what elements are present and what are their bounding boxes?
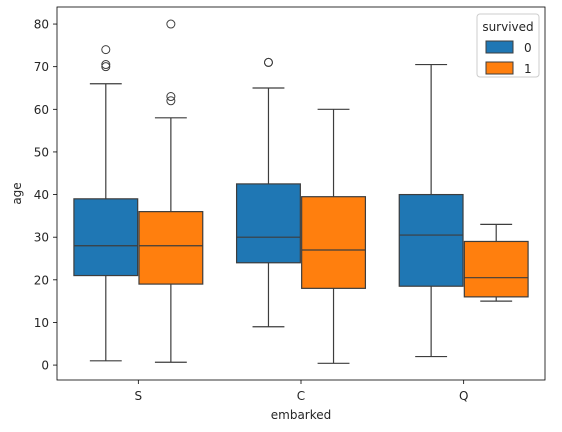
legend-label: 1	[524, 62, 532, 76]
iqr-box	[398, 193, 464, 287]
y-tick-label: 40	[34, 188, 49, 202]
x-tick-label: C	[297, 389, 305, 403]
box-S-series-0	[73, 45, 139, 362]
iqr-box	[301, 196, 367, 289]
legend-swatch	[485, 61, 514, 75]
outlier-point	[101, 60, 111, 70]
iqr-box	[463, 240, 529, 298]
y-tick-label: 30	[34, 231, 49, 245]
iqr-box	[73, 198, 139, 277]
legend-swatch	[485, 40, 514, 54]
x-tick-label: S	[135, 389, 143, 403]
y-axis-label: age	[10, 182, 24, 204]
iqr-box	[138, 211, 204, 285]
iqr-box	[235, 183, 301, 264]
plot-marks	[73, 19, 529, 364]
plot-frame	[56, 6, 546, 381]
y-tick-label: 10	[34, 316, 49, 330]
outlier-point	[101, 45, 111, 55]
outlier-point	[101, 62, 111, 72]
outlier-point	[166, 96, 176, 106]
legend: survived 0 1	[476, 13, 540, 78]
outlier-point	[166, 92, 176, 102]
outlier-point	[166, 19, 176, 29]
box-C-series-1	[301, 108, 367, 364]
y-tick-label: 50	[34, 145, 49, 159]
box-C-series-0	[235, 57, 301, 328]
box-Q-series-0	[398, 63, 464, 358]
legend-label: 0	[524, 41, 532, 55]
y-tick-label: 60	[34, 103, 49, 117]
y-tick-label: 20	[34, 273, 49, 287]
y-tick-label: 70	[34, 60, 49, 74]
x-axis-label: embarked	[271, 408, 332, 422]
x-tick-label: Q	[459, 389, 468, 403]
outlier-point	[263, 57, 273, 67]
y-axis: 0 10 20 30 40 50 60 70 80	[34, 18, 57, 373]
box-S-series-1	[138, 19, 204, 363]
y-tick-label: 0	[41, 359, 49, 373]
y-tick-label: 80	[34, 18, 49, 32]
legend-title: survived	[482, 20, 533, 34]
box-Q-series-1	[463, 223, 529, 302]
